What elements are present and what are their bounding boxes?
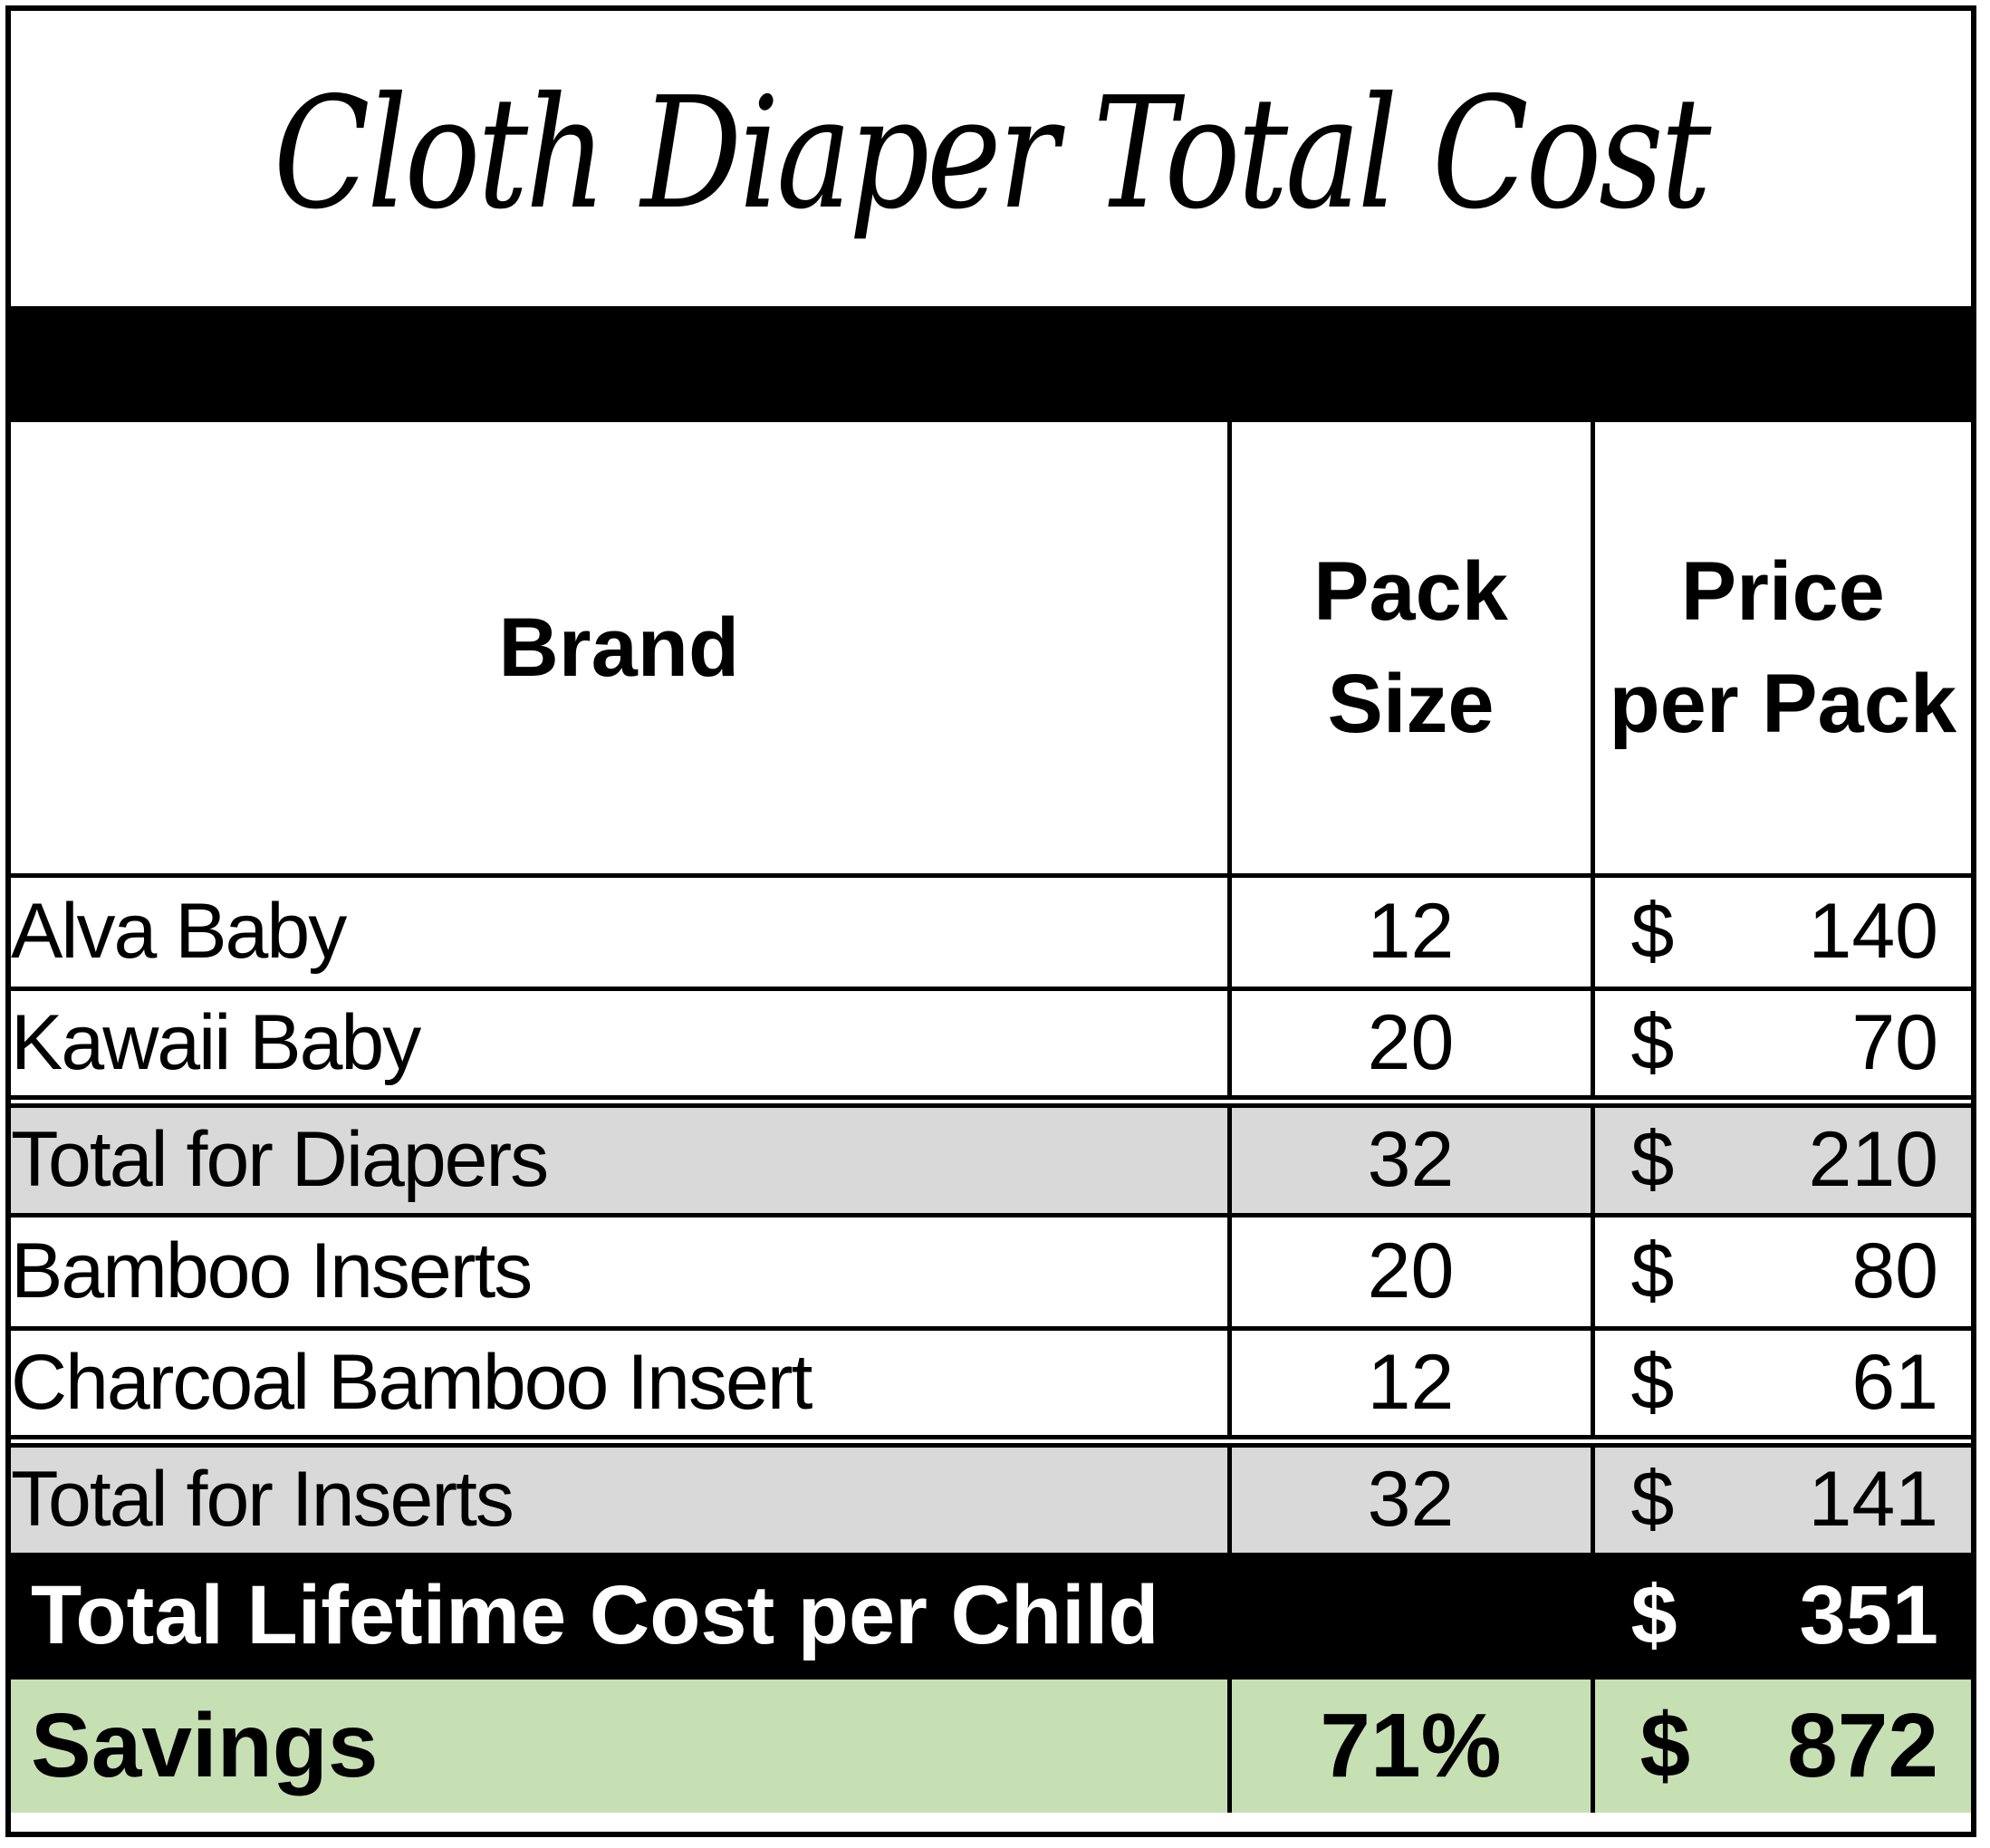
pack-size-cell: 20 — [1226, 1212, 1595, 1331]
total-lifetime-row: Total Lifetime Cost per Child $351 — [11, 1552, 1971, 1680]
price-cell: $80 — [1590, 1212, 1971, 1331]
header-brand: Brand — [11, 422, 1232, 878]
header-band — [11, 306, 1971, 422]
brand-cell: Total for Diapers — [11, 1095, 1232, 1218]
savings-value: 872 — [1787, 1694, 1938, 1796]
currency-symbol: $ — [1630, 888, 1675, 975]
currency-symbol: $ — [1630, 1569, 1678, 1661]
table-row: Bamboo Inserts 20 $80 — [11, 1212, 1971, 1331]
price-value: 80 — [1851, 1227, 1938, 1314]
subtotal-row-diapers: Total for Diapers 32 $210 — [11, 1095, 1971, 1218]
currency-symbol: $ — [1639, 1694, 1691, 1796]
subtotal-row-inserts: Total for Inserts 32 $141 — [11, 1435, 1971, 1557]
currency-symbol: $ — [1630, 1338, 1675, 1426]
price-value: 210 — [1808, 1116, 1939, 1204]
page-title: Cloth Diaper Total Cost — [273, 64, 1712, 244]
table-row: Alva Baby 12 $140 — [11, 872, 1971, 991]
brand-cell: Bamboo Inserts — [11, 1212, 1232, 1331]
price-cell: $141 — [1590, 1435, 1971, 1557]
table-row: Charcoal Bamboo Insert 12 $61 — [11, 1325, 1971, 1444]
currency-symbol: $ — [1630, 1227, 1675, 1314]
price-cell: $70 — [1590, 986, 1971, 1104]
brand-cell: Charcoal Bamboo Insert — [11, 1325, 1232, 1444]
savings-label: Savings — [11, 1674, 1232, 1813]
header-pack-size: Pack Size — [1226, 422, 1595, 878]
savings-row: Savings 71% $872 — [11, 1674, 1971, 1813]
price-cell: $210 — [1590, 1095, 1971, 1218]
total-price-cell: $351 — [1590, 1552, 1971, 1680]
pack-size-cell: 20 — [1226, 986, 1595, 1104]
brand-cell: Kawaii Baby — [11, 986, 1232, 1104]
price-value: 140 — [1808, 888, 1939, 975]
title-area: Cloth Diaper Total Cost — [11, 11, 1971, 306]
pack-size-cell: 12 — [1226, 1325, 1595, 1444]
pack-size-cell: 32 — [1226, 1435, 1595, 1557]
header-price-per-pack: Price per Pack — [1590, 422, 1971, 878]
pack-size-cell: 32 — [1226, 1095, 1595, 1218]
cost-sheet: Cloth Diaper Total Cost Brand Pack Size P… — [5, 5, 1976, 1837]
total-value: 351 — [1799, 1569, 1939, 1661]
brand-cell: Alva Baby — [11, 872, 1232, 991]
currency-symbol: $ — [1630, 998, 1675, 1086]
price-cell: $140 — [1590, 872, 1971, 991]
brand-cell: Total for Inserts — [11, 1435, 1232, 1557]
savings-percent: 71% — [1226, 1674, 1595, 1813]
savings-price-cell: $872 — [1590, 1674, 1971, 1813]
currency-symbol: $ — [1630, 1456, 1675, 1544]
cost-table: Brand Pack Size Price per Pack Alva Baby 1… — [11, 422, 1971, 1813]
price-value: 70 — [1851, 998, 1938, 1086]
total-label: Total Lifetime Cost per Child — [11, 1552, 1595, 1680]
price-value: 61 — [1851, 1338, 1938, 1426]
currency-symbol: $ — [1630, 1116, 1675, 1204]
price-cell: $61 — [1590, 1325, 1971, 1444]
pack-size-cell: 12 — [1226, 872, 1595, 991]
table-header-row: Brand Pack Size Price per Pack — [11, 422, 1971, 878]
table-row: Kawaii Baby 20 $70 — [11, 986, 1971, 1104]
price-value: 141 — [1808, 1456, 1939, 1544]
